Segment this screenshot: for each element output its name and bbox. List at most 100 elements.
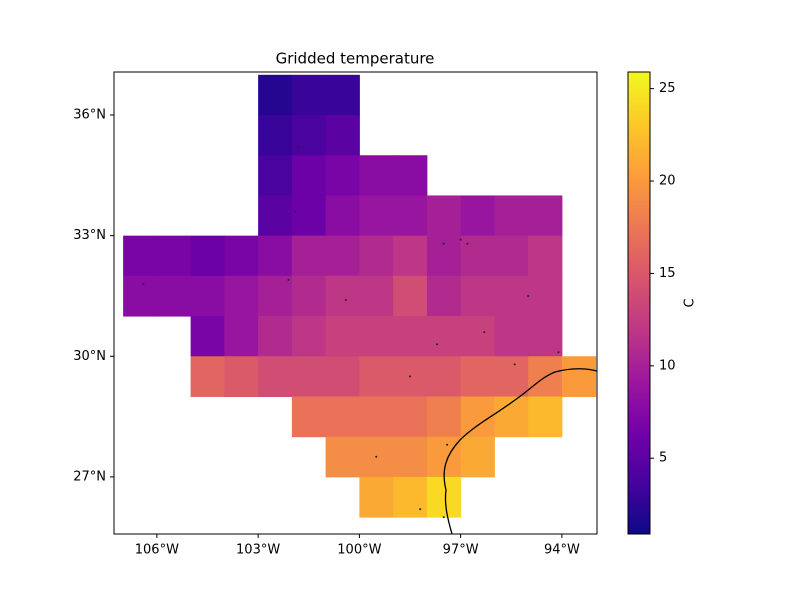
- station: [557, 351, 560, 354]
- grid-cell: [258, 316, 293, 357]
- x-tick-label: 97°W: [443, 543, 479, 558]
- chart-title: Gridded temperature: [276, 50, 435, 68]
- grid-cell: [258, 195, 293, 237]
- grid-cell: [291, 74, 327, 116]
- grid-cell: [426, 316, 462, 357]
- y-tick-label: 27°N: [73, 469, 106, 484]
- colorbar: [627, 71, 651, 535]
- grid-cell: [190, 275, 225, 317]
- grid-cell: [291, 155, 327, 196]
- grid-cell: [460, 235, 495, 277]
- station: [409, 375, 412, 378]
- grid-cell: [528, 316, 563, 357]
- colorbar-tick-label: 15: [659, 266, 676, 281]
- y-tick-label: 36°N: [73, 108, 106, 123]
- station: [513, 363, 516, 366]
- grid-cell: [258, 356, 293, 397]
- grid-cell: [325, 74, 360, 116]
- grid-cell: [291, 356, 327, 397]
- station: [527, 294, 530, 297]
- grid-cell: [123, 275, 158, 317]
- colorbar-tick-label: 25: [659, 81, 676, 96]
- grid-cell: [258, 275, 293, 317]
- grid-cell: [224, 275, 259, 317]
- grid-cell: [291, 316, 327, 357]
- grid-cell: [156, 235, 192, 277]
- grid-cell: [359, 195, 394, 237]
- grid-cell: [359, 356, 394, 397]
- station: [142, 282, 145, 285]
- station: [375, 455, 378, 458]
- station: [436, 343, 439, 346]
- grid-cell: [393, 275, 428, 317]
- x-tick-label: 94°W: [544, 543, 580, 558]
- grid-cell: [224, 235, 259, 277]
- grid-cell: [460, 356, 495, 397]
- grid-cell: [359, 316, 394, 357]
- grid-cell: [325, 195, 360, 237]
- grid-cell: [393, 155, 428, 196]
- grid-cell: [426, 195, 462, 237]
- grid-cell: [426, 396, 462, 438]
- grid-cell: [426, 356, 462, 397]
- grid-cell: [393, 235, 428, 277]
- grid-cell: [224, 316, 259, 357]
- grid-cell: [325, 115, 360, 156]
- grid-cell: [325, 436, 360, 478]
- station: [446, 443, 449, 446]
- grid-cell: [258, 155, 293, 196]
- station: [442, 516, 445, 519]
- colorbar-tick-label: 5: [659, 451, 667, 466]
- grid-cell: [393, 396, 428, 438]
- grid-cell: [359, 476, 394, 518]
- grid-cell: [528, 235, 563, 277]
- grid-cell: [393, 316, 428, 357]
- x-tick-label: 103°W: [236, 543, 280, 558]
- x-tick-label: 100°W: [337, 543, 381, 558]
- grid-cell: [359, 275, 394, 317]
- grid-cell: [460, 396, 495, 438]
- grid-cell: [325, 356, 360, 397]
- station: [483, 331, 486, 334]
- grid-cells: [123, 74, 597, 518]
- grid-cell: [325, 396, 360, 438]
- grid-cell: [224, 356, 259, 397]
- grid-cell: [325, 275, 360, 317]
- grid-cell: [393, 436, 428, 478]
- y-tick-label: 33°N: [73, 228, 106, 243]
- grid-cell: [123, 235, 158, 277]
- grid-cell: [426, 275, 462, 317]
- grid-cell: [325, 155, 360, 196]
- grid-cell: [359, 155, 394, 196]
- station: [419, 508, 422, 511]
- grid-cell: [460, 436, 495, 478]
- grid-cell: [291, 195, 327, 237]
- grid-cell: [291, 115, 327, 156]
- grid-cell: [494, 275, 529, 317]
- grid-cell: [494, 235, 529, 277]
- grid-cell: [460, 195, 495, 237]
- grid-cell: [359, 235, 394, 277]
- grid-cell: [494, 316, 529, 357]
- grid-cell: [460, 275, 495, 317]
- grid-cell: [528, 275, 563, 317]
- grid-cell: [528, 396, 563, 438]
- grid-cell: [528, 195, 563, 237]
- station: [344, 298, 347, 301]
- grid-cell: [426, 476, 462, 518]
- grid-cell: [258, 115, 293, 156]
- grid-cell: [190, 316, 225, 357]
- station: [459, 238, 462, 241]
- y-tick-label: 30°N: [73, 349, 106, 364]
- grid-cell: [325, 235, 360, 277]
- colorbar-label: C: [683, 298, 698, 307]
- grid-cell: [393, 195, 428, 237]
- grid-cell: [460, 316, 495, 357]
- grid-cell: [291, 396, 327, 438]
- grid-cell: [258, 235, 293, 277]
- grid-cell: [494, 356, 529, 397]
- colorbar-tick-label: 20: [659, 174, 676, 189]
- grid-cell: [156, 275, 192, 317]
- station: [287, 278, 290, 281]
